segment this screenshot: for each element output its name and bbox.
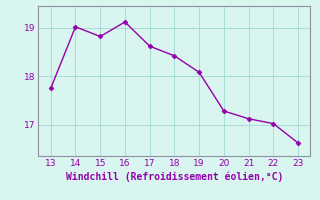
- X-axis label: Windchill (Refroidissement éolien,°C): Windchill (Refroidissement éolien,°C): [66, 172, 283, 182]
